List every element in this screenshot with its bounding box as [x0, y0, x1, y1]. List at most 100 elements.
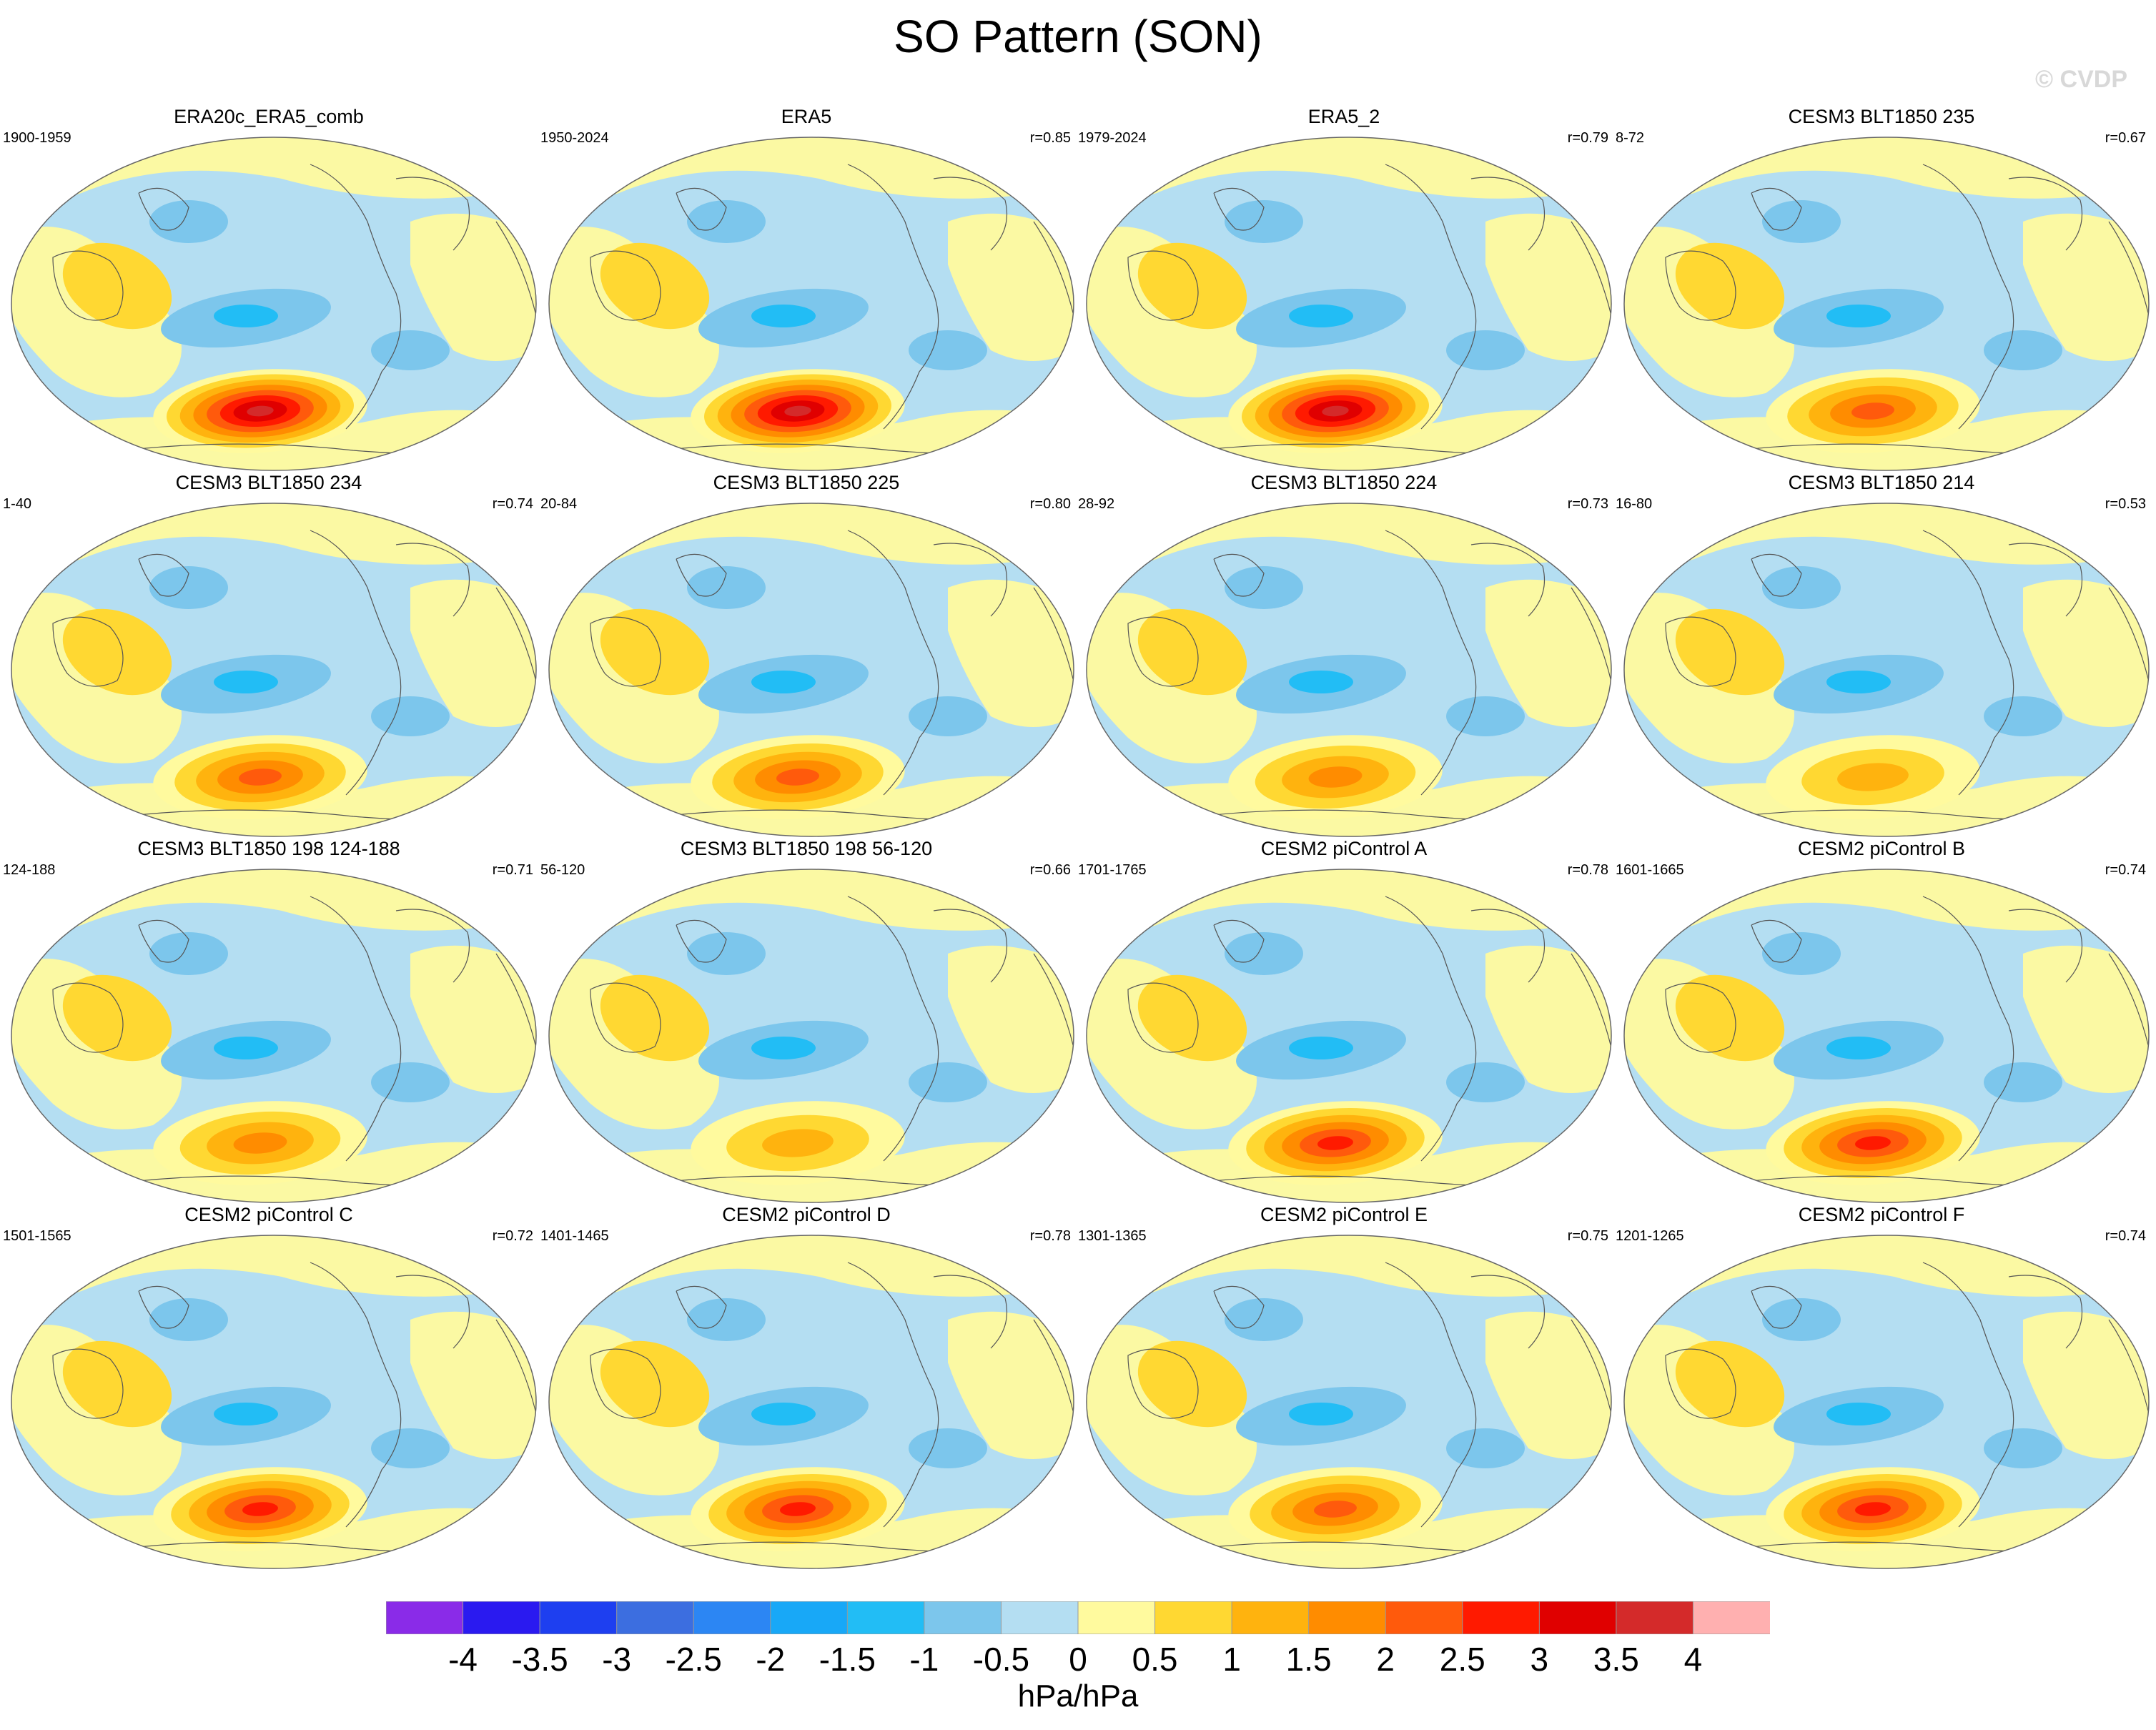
- panel-correlation: r=0.66: [1029, 862, 1071, 878]
- panel-correlation: r=0.75: [1567, 1228, 1608, 1244]
- panel-correlation: r=0.53: [2105, 496, 2146, 512]
- map-globe: [548, 136, 1075, 472]
- map-canvas: [1623, 137, 2150, 471]
- panel-title: CESM3 BLT1850 235: [1788, 106, 1975, 127]
- panel-title: CESM3 BLT1850 234: [175, 472, 362, 493]
- map-canvas: [1086, 503, 1612, 837]
- map-globe: [1085, 1234, 1613, 1570]
- map-canvas: [11, 503, 537, 837]
- panel-title: CESM2 piControl C: [184, 1204, 353, 1225]
- map-globe: [548, 868, 1075, 1204]
- map-panel: CESM3 BLT1850 225 20-84 r=0.80: [538, 472, 1075, 844]
- map-canvas: [1623, 869, 2150, 1203]
- colorbar-tick-label: 3.5: [1593, 1641, 1639, 1678]
- panel-title: CESM3 BLT1850 198 124-188: [137, 838, 400, 859]
- colorbar-swatch: [1462, 1601, 1541, 1634]
- colorbar-swatches: [386, 1601, 1770, 1634]
- map-globe: [1623, 1234, 2150, 1570]
- figure-title: SO Pattern (SON): [894, 11, 1262, 62]
- colorbar: [386, 1601, 1770, 1634]
- panel-title: CESM2 piControl E: [1260, 1204, 1428, 1225]
- colorbar-tick-label: -2.5: [665, 1641, 722, 1678]
- panel-correlation: r=0.67: [2105, 130, 2146, 146]
- colorbar-swatch: [1308, 1601, 1387, 1634]
- map-globe: [1623, 502, 2150, 838]
- map-canvas: [1086, 1235, 1612, 1569]
- map-canvas: [548, 1235, 1074, 1569]
- panel-title: ERA20c_ERA5_comb: [174, 106, 364, 127]
- panel-years: 1950-2024: [540, 130, 609, 146]
- colorbar-tick-label: -3.5: [511, 1641, 568, 1678]
- map-panel: CESM3 BLT1850 198 56-120 56-120 r=0.66: [538, 838, 1075, 1210]
- map-globe: [548, 1234, 1075, 1570]
- map-canvas: [548, 503, 1074, 837]
- colorbar-tick-label: 1: [1222, 1641, 1241, 1678]
- panel-years: 1701-1765: [1078, 862, 1147, 878]
- map-canvas: [1086, 869, 1612, 1203]
- panel-years: 124-188: [3, 862, 56, 878]
- map-globe: [1085, 502, 1613, 838]
- panel-title: CESM2 piControl D: [722, 1204, 891, 1225]
- map-panel: CESM2 piControl A 1701-1765 r=0.78: [1075, 838, 1613, 1210]
- map-panel: CESM3 BLT1850 198 124-188 124-188 r=0.71: [0, 838, 538, 1210]
- colorbar-swatch: [1385, 1601, 1463, 1634]
- panel-years: 20-84: [540, 496, 578, 512]
- map-globe: [548, 502, 1075, 838]
- map-canvas: [548, 869, 1074, 1203]
- colorbar-swatch: [1154, 1601, 1233, 1634]
- panel-years: 1601-1665: [1616, 862, 1684, 878]
- map-globe: [1085, 868, 1613, 1204]
- colorbar-swatch: [770, 1601, 849, 1634]
- map-canvas: [1086, 137, 1612, 471]
- colorbar-tick-label: -1.5: [819, 1641, 876, 1678]
- colorbar-tick-label: 1.5: [1285, 1641, 1332, 1678]
- colorbar-tick-label: 0: [1069, 1641, 1087, 1678]
- panel-years: 1201-1265: [1616, 1228, 1684, 1244]
- panel-title: ERA5_2: [1307, 106, 1380, 127]
- panel-years: 1401-1465: [540, 1228, 609, 1244]
- panel-correlation: r=0.74: [2105, 1228, 2146, 1244]
- panel-correlation: r=0.71: [492, 862, 533, 878]
- colorbar-swatch: [846, 1601, 925, 1634]
- map-globe: [10, 136, 538, 472]
- panel-years: 1301-1365: [1078, 1228, 1147, 1244]
- panel-correlation: r=0.80: [1029, 496, 1071, 512]
- panel-title: CESM3 BLT1850 214: [1788, 472, 1975, 493]
- map-panel: CESM2 piControl B 1601-1665 r=0.74: [1613, 838, 2150, 1210]
- colorbar-tick-label: -1: [909, 1641, 939, 1678]
- panel-correlation: r=0.78: [1567, 862, 1608, 878]
- map-globe: [1085, 136, 1613, 472]
- colorbar-swatch: [386, 1601, 464, 1634]
- panel-correlation: r=0.74: [2105, 862, 2146, 878]
- colorbar-swatch: [1231, 1601, 1310, 1634]
- panel-years: 28-92: [1078, 496, 1115, 512]
- panel-correlation: r=0.73: [1567, 496, 1608, 512]
- colorbar-swatch: [616, 1601, 695, 1634]
- colorbar-swatch: [539, 1601, 618, 1634]
- map-canvas: [11, 137, 537, 471]
- colorbar-tick-label: 3: [1530, 1641, 1549, 1678]
- map-panel: ERA5 1950-2024 r=0.85: [538, 106, 1075, 478]
- map-panel: CESM2 piControl D 1401-1465 r=0.78: [538, 1204, 1075, 1576]
- panel-years: 56-120: [540, 862, 585, 878]
- colorbar-swatch: [1077, 1601, 1156, 1634]
- panel-years: 8-72: [1616, 130, 1645, 146]
- panel-years: 1501-1565: [3, 1228, 71, 1244]
- colorbar-swatch: [924, 1601, 1002, 1634]
- panel-title: CESM3 BLT1850 225: [713, 472, 900, 493]
- map-canvas: [11, 869, 537, 1203]
- map-canvas: [1623, 503, 2150, 837]
- panel-years: 16-80: [1616, 496, 1653, 512]
- colorbar-tick-label: -0.5: [972, 1641, 1030, 1678]
- map-panel: CESM3 BLT1850 214 16-80 r=0.53: [1613, 472, 2150, 844]
- colorbar-tick-label: 2.5: [1439, 1641, 1485, 1678]
- colorbar-tick-label: 0.5: [1132, 1641, 1178, 1678]
- panel-years: 1-40: [3, 496, 32, 512]
- map-globe: [10, 1234, 538, 1570]
- panel-correlation: r=0.78: [1029, 1228, 1071, 1244]
- panel-title: CESM2 piControl B: [1797, 838, 1966, 859]
- map-panel: CESM2 piControl C 1501-1565 r=0.72: [0, 1204, 538, 1576]
- watermark: © CVDP: [2035, 66, 2127, 93]
- panel-title: CESM3 BLT1850 198 56-120: [680, 838, 933, 859]
- map-globe: [10, 502, 538, 838]
